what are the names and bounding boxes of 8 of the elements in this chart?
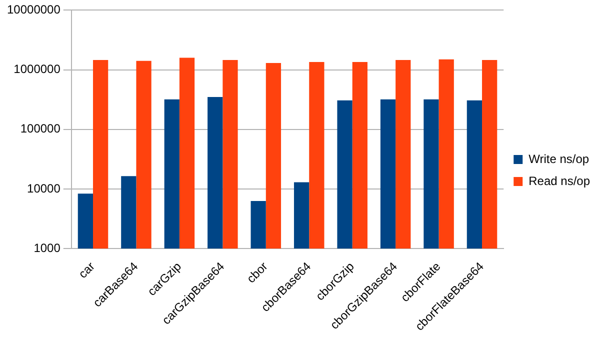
y-tick-label: 1000 bbox=[34, 240, 61, 255]
x-tick-label: car bbox=[76, 259, 98, 282]
legend-label: Read ns/op bbox=[528, 174, 590, 188]
y-tick-label: 10000 bbox=[27, 181, 61, 196]
legend-label: Write ns/op bbox=[528, 152, 590, 166]
y-tick-label: 10000000 bbox=[7, 2, 61, 17]
y-tick-label: 1000000 bbox=[14, 62, 61, 76]
y-tick-label: 100000 bbox=[20, 122, 61, 136]
